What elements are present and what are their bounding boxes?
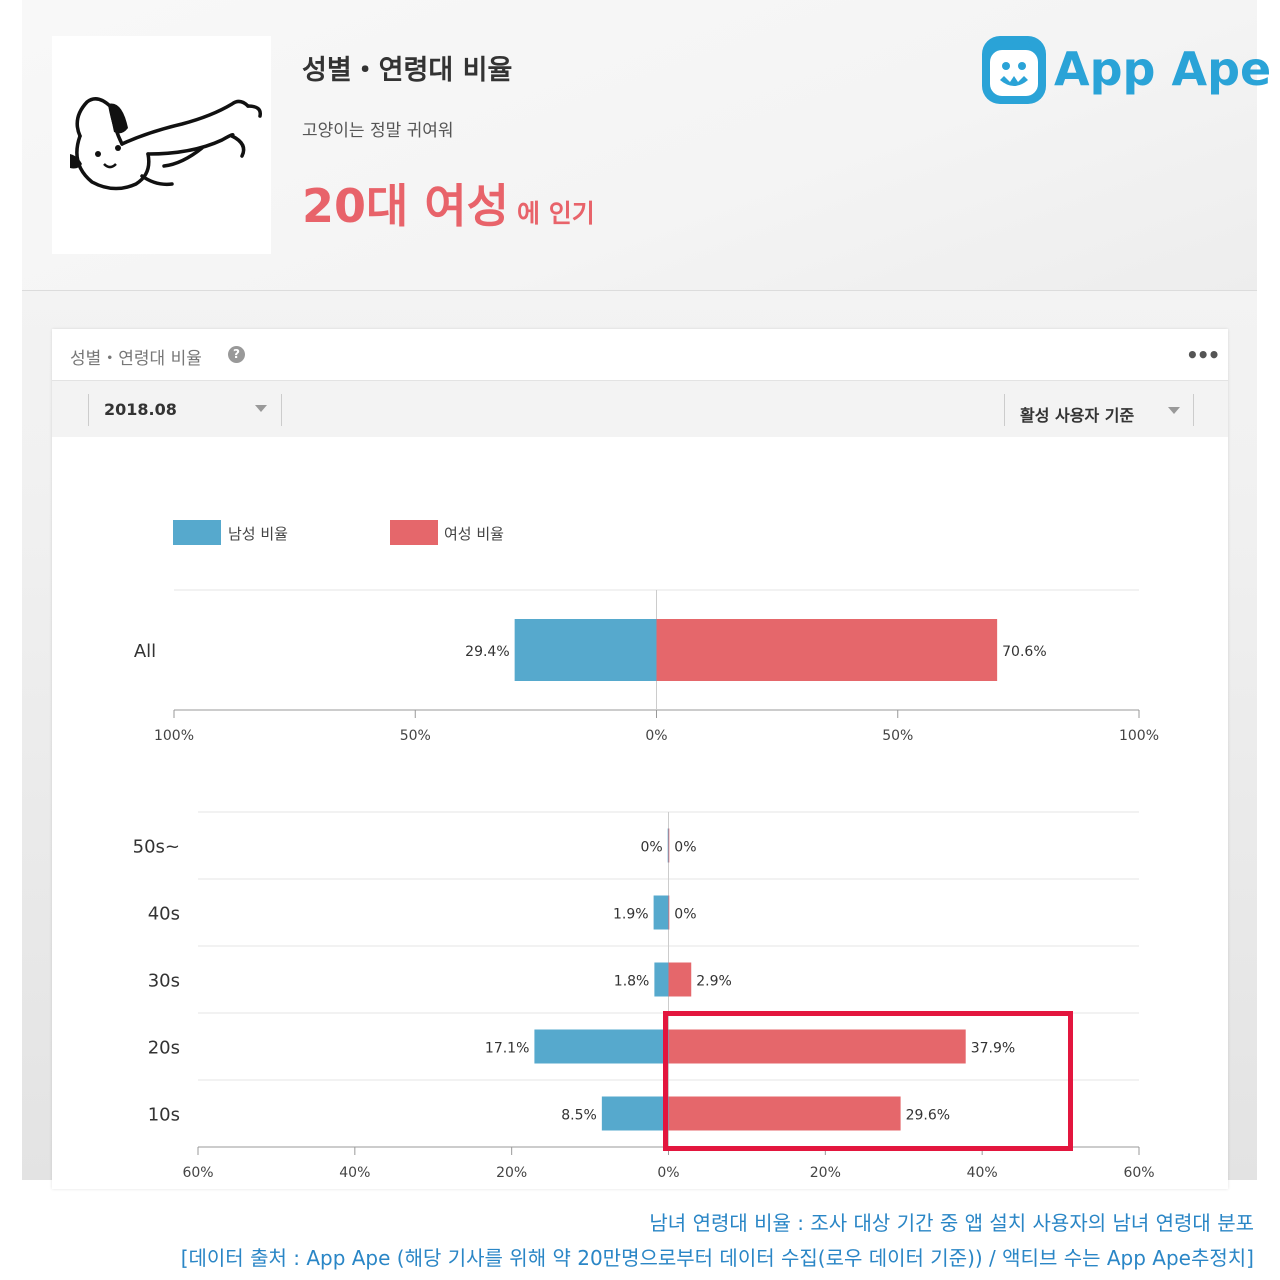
legend-swatch-male (173, 520, 221, 545)
legend-label-male: 남성 비율 (228, 525, 288, 543)
popular-group: 20대 여성 (302, 179, 509, 233)
x-tick-label: 60% (1123, 1165, 1154, 1181)
bar-male (667, 828, 669, 863)
category-label: 20s (148, 1038, 180, 1059)
bar-female (668, 895, 670, 930)
bar-male (601, 1096, 669, 1131)
x-tick-label: 50% (400, 728, 431, 744)
card-title: 성별・연령대 비율 (70, 349, 202, 369)
bar-male (654, 962, 669, 997)
footnote-definition: 남녀 연령대 비율 : 조사 대상 기간 중 앱 설치 사용자의 남녀 연령대 … (649, 1211, 1254, 1235)
x-tick-label: 100% (154, 728, 194, 744)
category-label: 10s (148, 1105, 180, 1126)
data-label-female: 70.6% (1002, 644, 1046, 660)
category-label: 50s~ (133, 837, 180, 858)
data-label-male: 8.5% (561, 1108, 597, 1124)
data-label-male: 17.1% (485, 1041, 529, 1057)
x-tick-label: 20% (810, 1165, 841, 1181)
legend-label-female: 여성 비율 (444, 525, 504, 543)
x-tick-label: 100% (1119, 728, 1159, 744)
category-label: 40s (148, 904, 180, 925)
bar-male (514, 619, 657, 681)
chevron-down-icon[interactable] (1168, 407, 1180, 414)
date-select-value: 2018.08 (104, 400, 177, 419)
x-tick-label: 40% (967, 1165, 998, 1181)
brand-name: App Ape (1054, 42, 1272, 96)
cat-illustration-icon (70, 97, 262, 191)
x-tick-label: 0% (645, 728, 667, 744)
data-label-male: 1.8% (614, 974, 650, 990)
x-tick-label: 0% (657, 1165, 679, 1181)
app-name: 고양이는 정말 귀여워 (302, 121, 454, 141)
data-label-female: 0% (674, 840, 696, 856)
bar-female (668, 1096, 901, 1131)
divider (52, 380, 1228, 381)
x-tick-label: 20% (496, 1165, 527, 1181)
x-tick-label: 40% (339, 1165, 370, 1181)
data-label-male: 1.9% (613, 907, 649, 923)
basis-select-value: 활성 사용자 기준 (1020, 406, 1135, 425)
data-label-female: 37.9% (971, 1041, 1015, 1057)
app-thumbnail (52, 36, 271, 254)
data-label-female: 2.9% (696, 974, 732, 990)
legend-swatch-female (390, 520, 438, 545)
bar-male (534, 1029, 669, 1064)
bar-female (668, 962, 692, 997)
app-ape-logo-icon (982, 36, 1046, 104)
x-tick-label: 50% (882, 728, 913, 744)
footnote-source: [데이터 출처 : App Ape (해당 기사를 위해 약 20만명으로부터 … (180, 1246, 1254, 1270)
data-label-female: 29.6% (906, 1108, 950, 1124)
bar-female (656, 619, 998, 681)
more-icon[interactable]: ••• (1186, 343, 1220, 367)
x-tick-label: 60% (182, 1165, 213, 1181)
date-select[interactable] (88, 394, 282, 426)
category-label: 30s (148, 971, 180, 992)
question-icon[interactable]: ? (228, 346, 245, 363)
bar-female (668, 1029, 966, 1064)
bar-female (668, 828, 670, 863)
category-label: All (134, 641, 156, 662)
bar-male (653, 895, 669, 930)
filter-toolbar (52, 381, 1228, 437)
data-label-male: 0% (640, 840, 662, 856)
header-title: 성별・연령대 비율 (302, 55, 513, 86)
highlight-box (663, 1011, 1073, 1151)
popular-group-headline: 20대 여성 에 인기 (302, 170, 595, 236)
chevron-down-icon[interactable] (255, 405, 267, 412)
data-label-female: 0% (674, 907, 696, 923)
data-label-male: 29.4% (465, 644, 509, 660)
popular-suffix: 에 인기 (517, 199, 595, 228)
gender-age-chart: 100% 50% 0% 50% 100% All 29.4% 70.6% 60% 40% 20% 0%… (133, 589, 1159, 1181)
basis-select[interactable] (1004, 394, 1194, 426)
